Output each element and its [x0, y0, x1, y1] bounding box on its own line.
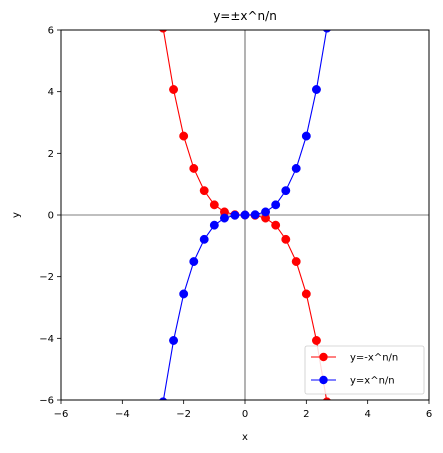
x-tick-label: −4	[115, 409, 130, 420]
x-tick-label: 6	[426, 409, 432, 420]
data-point	[281, 186, 291, 196]
data-point	[301, 289, 311, 299]
x-tick-label: −2	[176, 409, 191, 420]
data-point	[209, 220, 219, 230]
y-tick-label: 0	[48, 211, 54, 222]
data-point	[322, 397, 331, 400]
chart-title: y=±x^n/n	[213, 9, 277, 23]
legend-marker	[319, 375, 328, 385]
data-point	[169, 336, 178, 345]
data-point	[230, 210, 240, 220]
data-point	[189, 257, 199, 267]
y-tick-label: −2	[39, 272, 54, 283]
data-point	[261, 207, 270, 217]
data-point	[169, 85, 178, 94]
data-point	[179, 131, 189, 141]
data-point	[312, 336, 321, 345]
legend-label: y=x^n/n	[350, 376, 395, 387]
data-point	[179, 289, 189, 299]
legend-marker	[319, 352, 328, 362]
data-point	[240, 210, 250, 220]
x-tick-label: 0	[242, 409, 248, 420]
y-tick-label: −6	[39, 396, 54, 407]
data-point	[199, 234, 209, 244]
legend: y=-x^n/n y=x^n/n	[304, 345, 425, 395]
x-tick-label: 4	[364, 409, 370, 420]
data-point	[291, 257, 301, 267]
data-point	[291, 163, 301, 173]
y-tick-label: 2	[48, 149, 54, 160]
y-tick-label: 6	[48, 26, 54, 37]
series-group	[159, 30, 331, 400]
data-point	[189, 163, 199, 173]
x-axis-label: x	[242, 432, 248, 443]
data-point	[159, 397, 168, 400]
data-point	[250, 210, 260, 220]
x-tick-label: 2	[303, 409, 309, 420]
y-axis-label: y	[11, 212, 22, 218]
data-point	[199, 186, 209, 196]
data-point	[271, 220, 281, 230]
data-point	[220, 213, 229, 223]
data-point	[209, 200, 219, 210]
data-point	[281, 234, 291, 244]
data-point	[159, 30, 168, 33]
y-axis-ticks: −6 −4 −2 0 2 4 6	[39, 26, 61, 407]
data-point	[322, 30, 331, 33]
y-tick-label: −4	[39, 334, 54, 345]
legend-label: y=-x^n/n	[350, 353, 398, 364]
y-tick-label: 4	[48, 87, 54, 98]
x-tick-label: −6	[54, 409, 69, 420]
data-point	[312, 85, 321, 94]
legend-box	[304, 345, 425, 395]
data-point	[301, 131, 311, 141]
x-axis-ticks: −6 −4 −2 0 2 4 6	[54, 400, 432, 420]
series-layer	[159, 30, 331, 400]
data-point	[271, 200, 281, 210]
